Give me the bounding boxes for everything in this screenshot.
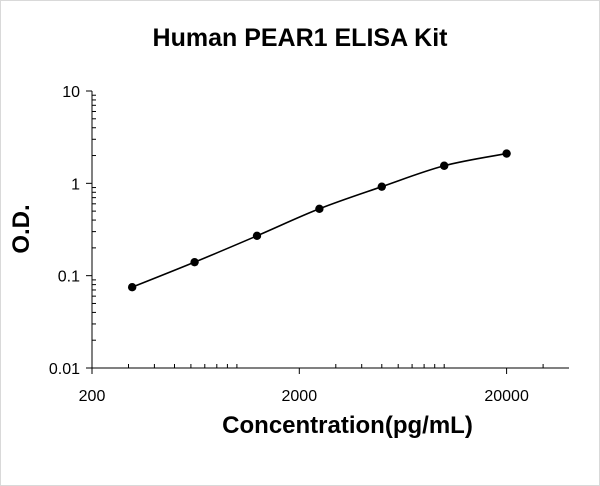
data-point [252, 231, 262, 241]
data-point [377, 182, 386, 191]
data-point [502, 149, 511, 158]
data-point [190, 257, 199, 267]
x-axis-label: Concentration(pg/mL) [222, 412, 473, 439]
data-point [439, 161, 449, 170]
x-tick-label: 20000 [484, 388, 529, 405]
x-tick-label: 2000 [282, 388, 318, 405]
y-tick-label: 0.1 [58, 269, 80, 286]
data-point [315, 204, 324, 213]
data-point [127, 283, 137, 292]
y-tick-label: 10 [62, 84, 80, 101]
chart-title: Human PEAR1 ELISA Kit [152, 24, 448, 52]
series-line [131, 152, 507, 288]
y-tick-label: 1 [71, 176, 80, 193]
y-tick-label: 0.01 [49, 361, 80, 378]
x-tick-label: 200 [79, 388, 106, 405]
